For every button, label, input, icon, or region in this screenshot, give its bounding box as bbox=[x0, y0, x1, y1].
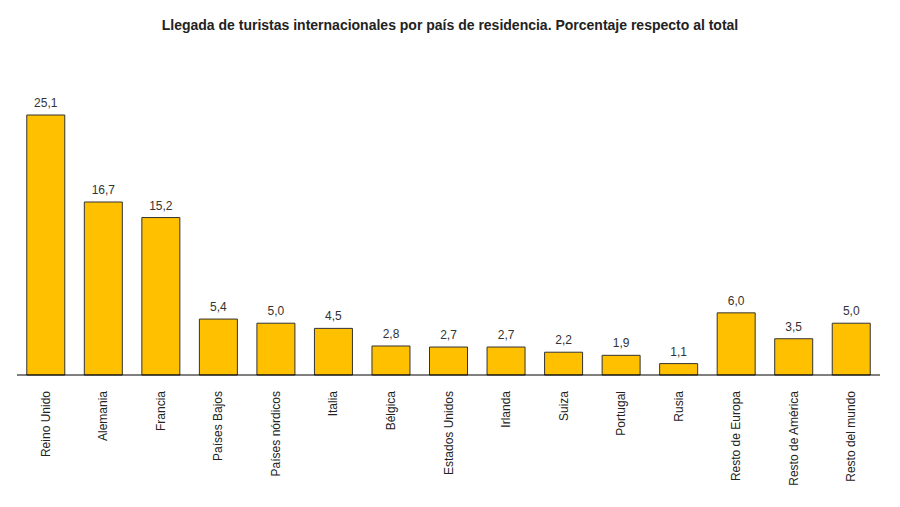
svg-text:Reino Unido: Reino Unido bbox=[39, 391, 53, 457]
svg-text:Rusia: Rusia bbox=[672, 391, 686, 422]
svg-text:4,5: 4,5 bbox=[325, 309, 342, 323]
svg-text:Resto de Europa: Resto de Europa bbox=[729, 391, 743, 481]
svg-text:5,0: 5,0 bbox=[268, 304, 285, 318]
svg-text:5,0: 5,0 bbox=[843, 304, 860, 318]
svg-text:5,4: 5,4 bbox=[210, 300, 227, 314]
svg-text:Irlanda: Irlanda bbox=[499, 391, 513, 428]
svg-text:Italia: Italia bbox=[326, 391, 340, 417]
svg-text:Alemania: Alemania bbox=[96, 391, 110, 441]
svg-text:Países nórdicos: Países nórdicos bbox=[269, 391, 283, 476]
svg-text:6,0: 6,0 bbox=[728, 294, 745, 308]
svg-text:3,5: 3,5 bbox=[785, 320, 802, 334]
svg-text:16,7: 16,7 bbox=[92, 183, 116, 197]
svg-text:1,1: 1,1 bbox=[670, 345, 687, 359]
svg-text:1,9: 1,9 bbox=[613, 336, 630, 350]
svg-text:Países Bajos: Países Bajos bbox=[211, 391, 225, 461]
svg-text:25,1: 25,1 bbox=[34, 96, 58, 110]
svg-text:2,2: 2,2 bbox=[555, 333, 572, 347]
svg-text:15,2: 15,2 bbox=[149, 199, 173, 213]
svg-text:2,8: 2,8 bbox=[383, 327, 400, 341]
svg-text:2,7: 2,7 bbox=[498, 328, 515, 342]
svg-text:Portugal: Portugal bbox=[614, 391, 628, 436]
svg-text:Francia: Francia bbox=[154, 391, 168, 431]
html-text:Llegada de turistas internacio: Llegada de turistas internacionales por … bbox=[161, 17, 739, 33]
svg-text:Bélgica: Bélgica bbox=[384, 391, 398, 431]
svg-text:Estados Unidos: Estados Unidos bbox=[442, 391, 456, 475]
svg-text:Suiza: Suiza bbox=[557, 391, 571, 421]
svg-text:2,7: 2,7 bbox=[440, 328, 457, 342]
svg-text:Resto del mundo: Resto del mundo bbox=[844, 391, 858, 482]
svg-text:Resto de América: Resto de América bbox=[787, 391, 801, 486]
